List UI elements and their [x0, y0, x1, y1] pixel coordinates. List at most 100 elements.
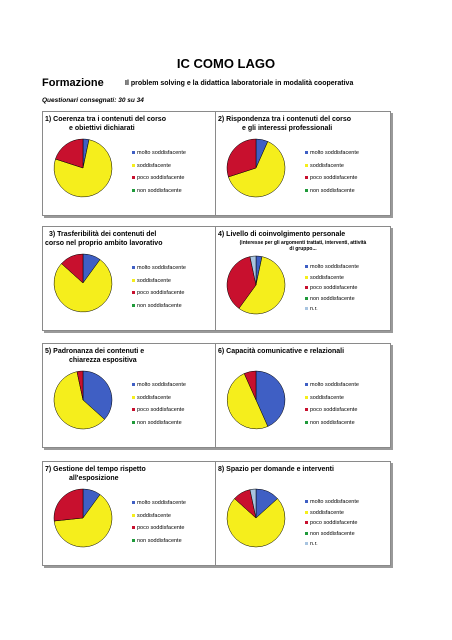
legend-swatch	[132, 526, 135, 530]
pie-slice-poco-soddisfacente	[53, 488, 84, 522]
chart-title-line: e gli interessi professionali	[242, 124, 333, 132]
legend-label: n.r.	[310, 306, 318, 312]
legend-label: non soddisfacente	[310, 187, 355, 194]
legend-item: non soddisfacente	[132, 188, 182, 194]
chart-title: 3) Trasferibilità dei contenuti del corso…	[45, 231, 215, 248]
legend-item: non soddisfacente	[305, 296, 355, 302]
legend-swatch	[305, 307, 308, 311]
pie-slice-soddisfacente	[53, 371, 105, 430]
chart-title-line: all'esposizione	[69, 474, 119, 482]
chart-title-line: 7) Gestione del tempo rispetto	[45, 466, 146, 473]
legend-item: non soddisfacente	[305, 188, 355, 194]
legend-swatch	[132, 383, 135, 387]
chart-panel-6: 6) Capacità comunicative e relazionali mo…	[215, 343, 391, 448]
chart-title-line: (interesse per gli argomenti trattati, i…	[239, 239, 367, 246]
legend-label: non soddisfacente	[137, 302, 182, 309]
chart-title: 1) Coerenza tra i contenuti del corso e o…	[45, 116, 215, 133]
legend-swatch	[305, 531, 308, 535]
legend-label: soddisfacente	[137, 512, 171, 519]
legend-swatch	[305, 286, 308, 290]
legend-label: soddisfacente	[137, 162, 171, 169]
pie-slice-n-r	[249, 255, 257, 286]
chart-title-line: 1) Coerenza tra i contenuti del corso	[45, 116, 166, 123]
legend-label: molto soddisfacente	[137, 265, 186, 271]
legend-swatch	[305, 542, 308, 546]
legend-item: soddisfacente	[132, 395, 171, 401]
chart-title: 4) Livello di coinvolgimento personale (i…	[218, 231, 388, 252]
chart-title-line: chiarezza espositiva	[69, 356, 137, 364]
pie-slice-poco-soddisfacente	[76, 370, 84, 401]
chart-panel-8: 8) Spazio per domande e interventi molto …	[215, 461, 391, 566]
legend-swatch	[132, 420, 135, 424]
chart-title: 2) Rispondenza tra i contenuti del corso…	[218, 116, 388, 133]
legend-label: non soddisfacente	[137, 419, 182, 426]
legend-swatch	[305, 151, 308, 155]
legend-swatch	[305, 275, 308, 279]
chart-title-line: e obiettivi dichiarati	[69, 124, 135, 132]
legend-swatch	[305, 408, 308, 412]
chart-title-line: 6) Capacità comunicative e relazionali	[218, 348, 345, 355]
chart-title: 6) Capacità comunicative e relazionali	[218, 348, 388, 357]
legend-swatch	[132, 188, 135, 192]
legend-label: poco soddisfacente	[310, 175, 358, 181]
legend-item: n.r.	[305, 306, 318, 312]
legend-label: soddisfacente	[310, 162, 344, 169]
legend-label: soddisfacente	[137, 277, 171, 284]
legend-item: soddisfacente	[132, 513, 171, 519]
legend-label: soddisfacente	[310, 274, 344, 281]
chart-title-line: 3) Trasferibilità dei contenuti del	[49, 231, 157, 238]
legend-item: molto soddisfacente	[305, 499, 359, 505]
chart-title-line: corso nel proprio ambito lavorativo	[45, 239, 163, 247]
legend-label: poco soddisfacente	[310, 520, 358, 526]
legend-label: poco soddisfacente	[310, 407, 358, 413]
legend-label: n.r.	[310, 541, 318, 547]
course-subtitle: Il problem solving e la didattica labora…	[125, 80, 354, 87]
legend-swatch	[132, 395, 135, 399]
chart-title-line: 4) Livello di coinvolgimento personale	[218, 231, 346, 238]
legend-label: molto soddisfacente	[137, 500, 186, 506]
pie-slice-poco-soddisfacente	[226, 256, 257, 309]
legend-swatch	[305, 383, 308, 387]
legend-label: poco soddisfacente	[137, 290, 185, 296]
pie-slice-soddisfacente	[53, 259, 113, 313]
pie-chart	[53, 370, 113, 430]
pie-chart	[53, 488, 113, 548]
chart-panel-3: 3) Trasferibilità dei contenuti del corso…	[42, 226, 218, 331]
pie-slice-soddisfacente	[53, 494, 113, 548]
legend-item: non soddisfacente	[305, 420, 355, 426]
pie-chart	[226, 255, 286, 315]
legend-swatch	[132, 303, 135, 307]
legend-item: molto soddisfacente	[132, 150, 186, 156]
legend-swatch	[305, 265, 308, 269]
legend-swatch	[305, 395, 308, 399]
pie-chart	[53, 138, 113, 198]
legend-swatch	[132, 163, 135, 167]
pie-slice-soddisfacente	[226, 373, 269, 430]
pie-slice-molto-soddisfacente	[82, 370, 113, 420]
legend-item: soddisfacente	[132, 163, 171, 169]
pie-slice-soddisfacente	[228, 141, 286, 198]
legend-item: poco soddisfacente	[305, 407, 357, 413]
legend-swatch	[132, 291, 135, 295]
legend-swatch	[305, 176, 308, 180]
legend-swatch	[305, 420, 308, 424]
legend-item: soddisfacente	[305, 163, 344, 169]
legend-label: molto soddisfacente	[310, 150, 359, 156]
legend-swatch	[132, 176, 135, 180]
legend-label: non soddisfacente	[310, 530, 355, 537]
legend-item: non soddisfacente	[132, 303, 182, 309]
chart-panel-5: 5) Padronanza dei contenuti e chiarezza e…	[42, 343, 218, 448]
legend-item: molto soddisfacente	[305, 382, 359, 388]
legend-swatch	[132, 266, 135, 270]
pie-slice-soddisfacente	[238, 256, 286, 315]
legend-item: poco soddisfacente	[132, 525, 184, 531]
pie-slice-poco-soddisfacente	[61, 253, 84, 284]
chart-panel-2: 2) Rispondenza tra i contenuti del corso…	[215, 111, 391, 216]
pie-chart	[226, 370, 286, 430]
legend-item: non soddisfacente	[132, 538, 182, 544]
legend-label: molto soddisfacente	[137, 150, 186, 156]
chart-panel-1: 1) Coerenza tra i contenuti del corso e o…	[42, 111, 218, 216]
pie-slice-soddisfacente	[53, 139, 113, 198]
pie-chart	[53, 253, 113, 313]
legend-swatch	[132, 278, 135, 282]
